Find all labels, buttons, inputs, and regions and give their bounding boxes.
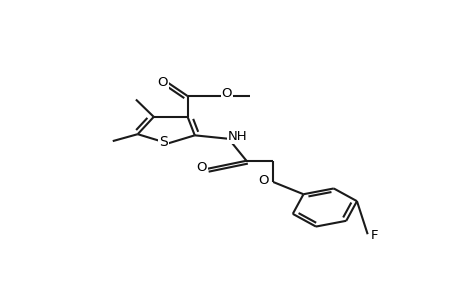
Text: O: O: [196, 161, 207, 174]
Text: O: O: [257, 174, 268, 187]
Text: O: O: [157, 76, 168, 89]
Text: NH: NH: [227, 130, 247, 143]
Text: S: S: [159, 135, 168, 149]
Text: O: O: [221, 87, 232, 100]
Text: F: F: [369, 229, 377, 242]
